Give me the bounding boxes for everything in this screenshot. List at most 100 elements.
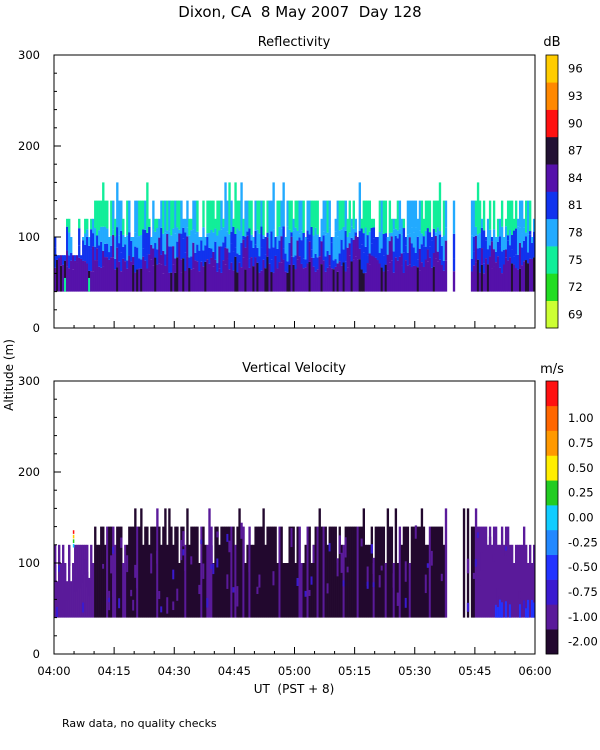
heatmap-cell	[394, 508, 398, 618]
heatmap-cell	[210, 248, 213, 258]
heatmap-cell	[116, 227, 119, 248]
heatmap-cell	[176, 200, 179, 228]
heatmap-cell	[72, 543, 75, 548]
heatmap-cell	[412, 265, 416, 292]
heatmap-cell	[64, 277, 67, 292]
heatmap-cell	[366, 235, 370, 256]
heatmap-cell	[196, 526, 199, 618]
heatmap-cell	[308, 261, 311, 292]
heatmap-cell	[348, 255, 351, 292]
heatmap-cell	[314, 227, 317, 254]
heatmap-cell	[356, 237, 359, 260]
heatmap-cell	[272, 272, 275, 292]
heatmap-cell	[226, 248, 229, 259]
heatmap-cell	[164, 508, 167, 618]
heatmap-cell	[68, 545, 71, 566]
heatmap-cell	[98, 245, 101, 267]
heatmap-cell	[362, 273, 365, 292]
heatmap-cell	[424, 246, 428, 260]
heatmap-cell	[320, 264, 323, 292]
heatmap-cell	[364, 544, 367, 618]
heatmap-cell	[394, 218, 398, 229]
heatmap-cell	[96, 235, 99, 249]
x-axis-label: UT (PST + 8)	[254, 682, 335, 696]
heatmap-cell	[470, 271, 474, 292]
heatmap-cell	[350, 261, 353, 292]
heatmap-cell	[440, 264, 444, 292]
heatmap-cell	[80, 258, 83, 292]
heatmap-cell	[312, 266, 315, 292]
heatmap-cell	[400, 544, 404, 618]
heatmap-cell	[186, 227, 189, 237]
y-tick-label: 100	[18, 230, 40, 244]
heatmap-cell	[268, 526, 271, 618]
heatmap-cell	[524, 232, 528, 237]
heatmap-cell	[420, 262, 424, 292]
heatmap-cell	[140, 508, 143, 618]
heatmap-cell	[426, 544, 430, 618]
heatmap-cell	[160, 264, 163, 292]
heatmap-cell	[390, 218, 394, 233]
heatmap-cell	[470, 526, 474, 618]
heatmap-cell	[290, 200, 293, 233]
heatmap-cell	[104, 544, 107, 618]
heatmap-cell	[336, 263, 339, 272]
heatmap-cell	[122, 234, 125, 247]
heatmap-cell	[304, 259, 307, 268]
heatmap-cell	[56, 581, 59, 618]
heatmap-cell	[326, 583, 329, 594]
heatmap-cell	[148, 271, 151, 292]
heatmap-cell	[114, 567, 117, 579]
heatmap-cell	[68, 232, 71, 256]
heatmap-cell	[256, 247, 259, 263]
heatmap-cell	[132, 526, 135, 618]
heatmap-cell	[358, 526, 361, 618]
heatmap-cell	[380, 232, 384, 249]
heatmap-cell	[102, 266, 105, 292]
heatmap-cell	[486, 264, 490, 292]
heatmap-cell	[252, 247, 255, 267]
heatmap-cell	[310, 226, 313, 250]
heatmap-cell	[228, 252, 231, 270]
heatmap-cell	[312, 235, 315, 258]
heatmap-cell	[374, 526, 378, 618]
heatmap-cell	[134, 200, 137, 233]
heatmap-cell	[114, 236, 117, 259]
heatmap-cell	[160, 544, 163, 618]
heatmap-cell	[416, 236, 420, 260]
heatmap-cell	[130, 526, 133, 618]
y-tick-label: 300	[18, 48, 40, 62]
heatmap-cell	[212, 200, 215, 233]
heatmap-cell	[522, 227, 526, 241]
heatmap-cell	[298, 256, 301, 292]
heatmap-cell	[216, 558, 219, 568]
heatmap-cell	[70, 260, 73, 292]
heatmap-cell	[282, 259, 285, 292]
heatmap-cell	[426, 200, 430, 229]
heatmap-cell	[514, 228, 518, 255]
heatmap-cell	[368, 544, 372, 618]
heatmap-cell	[360, 244, 363, 270]
heatmap-cell	[162, 200, 165, 234]
heatmap-cell	[474, 262, 478, 292]
heatmap-cell	[146, 232, 149, 255]
heatmap-cell	[444, 508, 448, 618]
heatmap-cell	[332, 260, 335, 270]
heatmap-cell	[244, 236, 247, 248]
heatmap-cell	[176, 227, 179, 242]
heatmap-cell	[86, 229, 89, 237]
heatmap-cell	[360, 218, 363, 229]
heatmap-cell	[228, 182, 231, 235]
heatmap-cell	[258, 200, 261, 234]
heatmap-cell	[354, 256, 357, 292]
heatmap-cell	[322, 231, 325, 236]
heatmap-cell	[506, 260, 510, 292]
heatmap-cell	[318, 256, 321, 292]
heatmap-cell	[338, 200, 341, 231]
heatmap-cell	[420, 244, 424, 263]
heatmap-cell	[234, 247, 237, 257]
heatmap-cell	[112, 257, 115, 292]
colorbar-swatch	[546, 109, 558, 138]
heatmap-cell	[270, 526, 273, 618]
heatmap-cell	[348, 243, 351, 256]
